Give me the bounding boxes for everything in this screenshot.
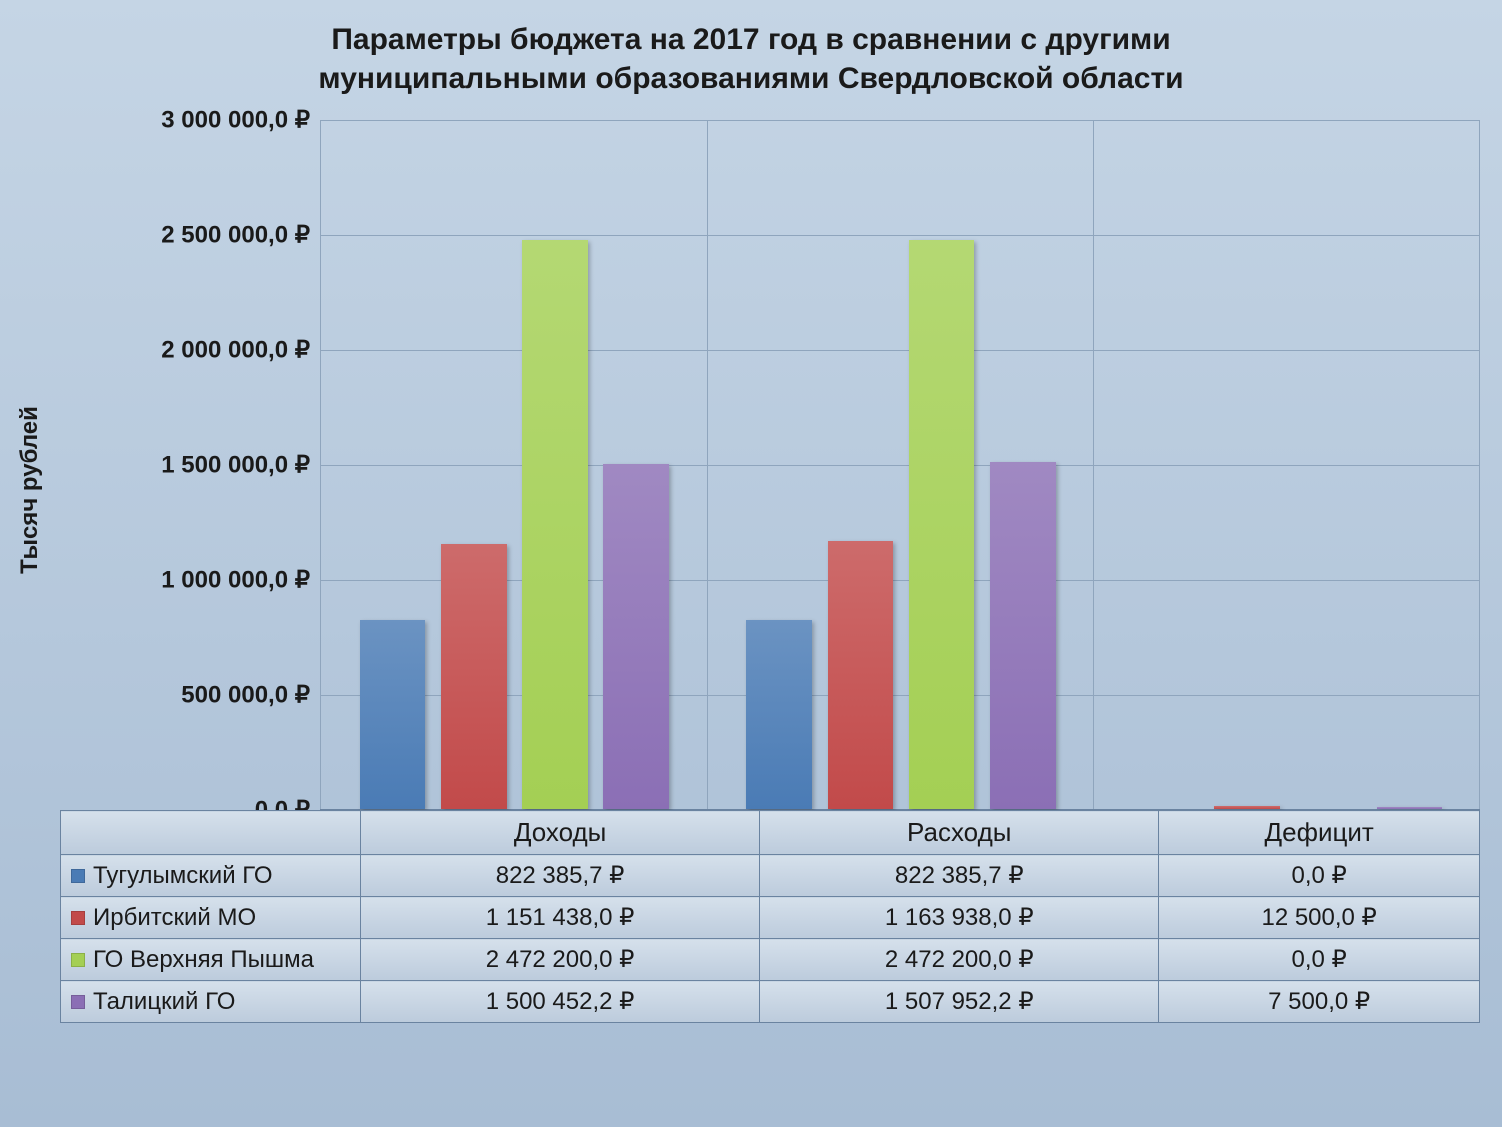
series-name: Талицкий ГО xyxy=(93,988,235,1015)
table-cell: 0,0 ₽ xyxy=(1159,855,1480,897)
chart-area: Тысяч рублей 0,0 ₽500 000,0 ₽1 000 000,0… xyxy=(60,120,1480,860)
table-cell: 822 385,7 ₽ xyxy=(361,855,760,897)
legend-swatch xyxy=(71,911,85,925)
bar xyxy=(1214,806,1280,809)
table-cell: 12 500,0 ₽ xyxy=(1159,897,1480,939)
legend-cell: Талицкий ГО xyxy=(61,981,361,1023)
table-cell: 1 500 452,2 ₽ xyxy=(361,981,760,1023)
legend-cell: Ирбитский МО xyxy=(61,897,361,939)
table-cell: 2 472 200,0 ₽ xyxy=(760,939,1159,981)
bar xyxy=(603,464,669,809)
legend-swatch xyxy=(71,995,85,1009)
table-cell: 1 163 938,0 ₽ xyxy=(760,897,1159,939)
series-name: Тугулымский ГО xyxy=(93,862,273,889)
legend-swatch xyxy=(71,953,85,967)
chart-title-line1: Параметры бюджета на 2017 год в сравнени… xyxy=(0,20,1502,59)
table-cell: 2 472 200,0 ₽ xyxy=(361,939,760,981)
legend-cell: ГО Верхняя Пышма xyxy=(61,939,361,981)
table-cell: 1 507 952,2 ₽ xyxy=(760,981,1159,1023)
legend-swatch xyxy=(71,869,85,883)
table-cell: 7 500,0 ₽ xyxy=(1159,981,1480,1023)
bar xyxy=(909,240,975,809)
table-column-header: Расходы xyxy=(760,811,1159,855)
bar xyxy=(441,544,507,809)
y-tick-label: 2 500 000,0 ₽ xyxy=(60,221,310,250)
table-cell: 0,0 ₽ xyxy=(1159,939,1480,981)
y-tick-label: 1 000 000,0 ₽ xyxy=(60,566,310,595)
bar xyxy=(1377,807,1443,809)
chart-title-line2: муниципальными образованиями Свердловско… xyxy=(0,59,1502,98)
table-column-header: Доходы xyxy=(361,811,760,855)
chart-title: Параметры бюджета на 2017 год в сравнени… xyxy=(0,0,1502,98)
plot-region: 0,0 ₽500 000,0 ₽1 000 000,0 ₽1 500 000,0… xyxy=(320,120,1480,810)
bar xyxy=(828,541,894,809)
category-group xyxy=(707,120,1094,809)
data-table: ДоходыРасходыДефицит Тугулымский ГО 822 38… xyxy=(60,810,1480,1023)
category-group xyxy=(1093,120,1480,809)
y-tick-label: 2 000 000,0 ₽ xyxy=(60,336,310,365)
table-column-header: Дефицит xyxy=(1159,811,1480,855)
table-row: Тугулымский ГО822 385,7 ₽822 385,7 ₽0,0 … xyxy=(61,855,1480,897)
series-name: Ирбитский МО xyxy=(93,904,256,931)
y-axis-label: Тысяч рублей xyxy=(16,406,44,574)
y-tick-label: 1 500 000,0 ₽ xyxy=(60,451,310,480)
legend-cell: Тугулымский ГО xyxy=(61,855,361,897)
table-row: ДоходыРасходыДефицит xyxy=(61,811,1480,855)
bar xyxy=(522,240,588,809)
table-row: Ирбитский МО 1 151 438,0 ₽1 163 938,0 ₽12… xyxy=(61,897,1480,939)
y-tick-label: 500 000,0 ₽ xyxy=(60,681,310,710)
table-cell xyxy=(61,811,361,855)
category-group xyxy=(320,120,707,809)
bar xyxy=(746,620,812,809)
table-cell: 1 151 438,0 ₽ xyxy=(361,897,760,939)
table-row: ГО Верхняя Пышма 2 472 200,0 ₽2 472 200,0… xyxy=(61,939,1480,981)
series-name: ГО Верхняя Пышма xyxy=(93,946,314,973)
bar xyxy=(990,462,1056,809)
y-tick-label: 3 000 000,0 ₽ xyxy=(60,106,310,135)
table-row: Талицкий ГО 1 500 452,2 ₽1 507 952,2 ₽7 5… xyxy=(61,981,1480,1023)
table-cell: 822 385,7 ₽ xyxy=(760,855,1159,897)
bar xyxy=(360,620,426,809)
